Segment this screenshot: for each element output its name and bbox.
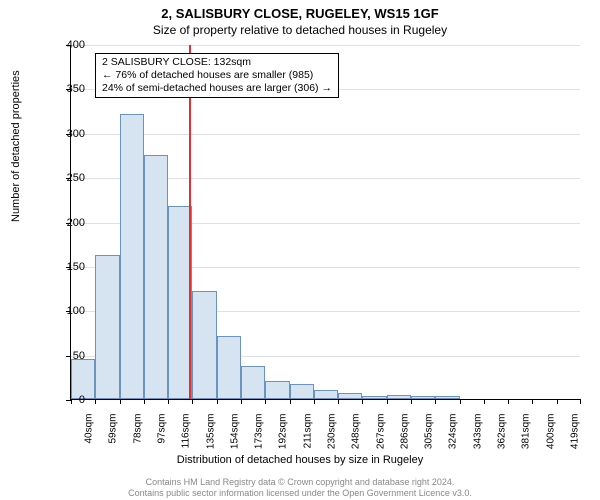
y-tick-label: 300 [45,128,85,140]
histogram-chart: 40sqm59sqm78sqm97sqm116sqm135sqm154sqm17… [70,45,580,400]
histogram-bar [144,155,168,399]
y-tick-label: 250 [45,172,85,184]
histogram-bar [362,396,386,399]
histogram-bar [290,384,314,399]
footer-line-2: Contains public sector information licen… [0,488,600,499]
annotation-box: 2 SALISBURY CLOSE: 132sqm← 76% of detach… [95,53,339,98]
histogram-bar [217,336,241,399]
histogram-bar [241,366,265,399]
annotation-line-3: 24% of semi-detached houses are larger (… [102,82,332,95]
histogram-bar [387,395,411,399]
y-tick-label: 400 [45,39,85,51]
page-subtitle: Size of property relative to detached ho… [0,21,600,37]
histogram-bar [411,396,435,399]
y-tick-label: 350 [45,83,85,95]
page-title: 2, SALISBURY CLOSE, RUGELEY, WS15 1GF [0,0,600,21]
annotation-line-2: ← 76% of detached houses are smaller (98… [102,69,332,82]
histogram-bar [314,390,338,399]
histogram-bar [95,255,119,399]
histogram-bar [265,381,289,399]
histogram-bar [71,359,95,399]
y-tick-label: 50 [45,350,85,362]
footer-attribution: Contains HM Land Registry data © Crown c… [0,477,600,500]
histogram-bar [435,396,459,399]
y-axis-label: Number of detached properties [10,70,22,222]
annotation-line-1: 2 SALISBURY CLOSE: 132sqm [102,56,332,69]
y-tick-label: 100 [45,305,85,317]
y-tick-label: 150 [45,261,85,273]
histogram-bar [192,291,216,399]
x-axis-label: Distribution of detached houses by size … [0,454,600,466]
y-tick-label: 0 [45,394,85,406]
histogram-bar [120,114,144,399]
histogram-bar [338,393,362,399]
footer-line-1: Contains HM Land Registry data © Crown c… [0,477,600,488]
y-tick-label: 200 [45,217,85,229]
